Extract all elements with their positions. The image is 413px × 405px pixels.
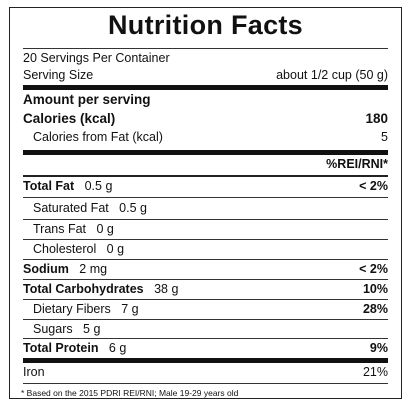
divider bbox=[23, 259, 388, 260]
divider bbox=[23, 175, 388, 177]
nutrient-row-trans-fat: Trans Fat 0 g bbox=[23, 222, 388, 236]
iron-value: 21% bbox=[362, 365, 388, 379]
divider bbox=[23, 48, 388, 49]
nutrient-amount: 5 g bbox=[83, 322, 101, 336]
nutrient-dv: < 2% bbox=[359, 262, 388, 276]
calories-row: Calories (kcal) 180 bbox=[23, 111, 388, 126]
nutrient-row-total-protein: Total Protein 6 g 9% bbox=[23, 341, 388, 355]
calories-fat-row: Calories from Fat (kcal) 5 bbox=[23, 130, 388, 144]
divider bbox=[23, 197, 388, 198]
divider bbox=[23, 383, 388, 384]
divider bbox=[23, 338, 388, 339]
iron-row: Iron 21% bbox=[23, 365, 388, 379]
calories-label: Calories (kcal) bbox=[23, 111, 116, 126]
nutrient-amount: 0 g bbox=[106, 242, 125, 256]
divider bbox=[23, 279, 388, 280]
nutrient-amount: 0.5 g bbox=[84, 179, 113, 193]
nutrient-label: Sodium bbox=[23, 262, 76, 276]
nutrient-row-total-carbohydrates: Total Carbohydrates 38 g 10% bbox=[23, 282, 388, 296]
calories-fat-value: 5 bbox=[381, 130, 388, 144]
nutrient-amount: 2 mg bbox=[79, 262, 108, 276]
nutrient-row-total-fat: Total Fat 0.5 g < 2% bbox=[23, 179, 388, 193]
nutrient-amount: 6 g bbox=[108, 341, 127, 355]
divider-thick bbox=[23, 150, 388, 155]
amount-per-serving: Amount per serving bbox=[23, 92, 151, 107]
nutrient-amount: 7 g bbox=[121, 302, 139, 316]
nutrient-label: Total Carbohydrates bbox=[23, 282, 151, 296]
nutrient-dv: 10% bbox=[362, 282, 388, 296]
servings-per-container: 20 Servings Per Container bbox=[23, 51, 170, 65]
calories-value: 180 bbox=[365, 111, 388, 126]
divider-thick bbox=[23, 358, 388, 363]
nutrient-label: Cholesterol bbox=[33, 242, 104, 256]
nutrient-label: Saturated Fat bbox=[33, 201, 116, 215]
nutrient-dv: 9% bbox=[369, 341, 388, 355]
serving-size-row: Serving Size about 1/2 cup (50 g) bbox=[23, 68, 388, 82]
divider bbox=[23, 299, 388, 300]
nutrient-row-dietary-fibers: Dietary Fibers 7 g 28% bbox=[23, 302, 388, 316]
nutrient-row-saturated-fat: Saturated Fat 0.5 g bbox=[23, 201, 388, 215]
nutrient-amount: 0 g bbox=[96, 222, 114, 236]
label-title: Nutrition Facts bbox=[107, 10, 303, 40]
nutrient-dv: < 2% bbox=[359, 179, 388, 193]
nutrient-label: Trans Fat bbox=[33, 222, 93, 236]
calories-fat-label: Calories from Fat (kcal) bbox=[33, 130, 163, 144]
nutrient-label: Total Fat bbox=[23, 179, 82, 193]
iron-label: Iron bbox=[23, 365, 45, 379]
nutrient-amount: 0.5 g bbox=[119, 201, 147, 215]
serving-size-label: Serving Size bbox=[23, 68, 94, 82]
divider-thick bbox=[23, 85, 388, 90]
nutrient-amount: 38 g bbox=[154, 282, 179, 296]
divider bbox=[23, 319, 388, 320]
divider bbox=[23, 239, 388, 240]
nutrient-row-cholesterol: Cholesterol 0 g bbox=[23, 242, 388, 256]
nutrient-row-sodium: Sodium 2 mg < 2% bbox=[23, 262, 388, 276]
nutrient-label: Total Protein bbox=[23, 341, 106, 355]
nutrient-label: Sugars bbox=[33, 322, 80, 336]
nutrient-dv: 28% bbox=[362, 302, 388, 316]
divider bbox=[23, 219, 388, 220]
serving-size-value: about 1/2 cup (50 g) bbox=[276, 68, 388, 82]
nutrition-label: Nutrition Facts 20 Servings Per Containe… bbox=[9, 7, 402, 399]
nutrient-row-sugars: Sugars 5 g bbox=[23, 322, 388, 336]
footnote: * Based on the 2015 PDRI REI/RNI; Male 1… bbox=[21, 388, 239, 398]
nutrient-label: Dietary Fibers bbox=[33, 302, 118, 316]
dv-header: %REI/RNI* bbox=[326, 157, 388, 171]
